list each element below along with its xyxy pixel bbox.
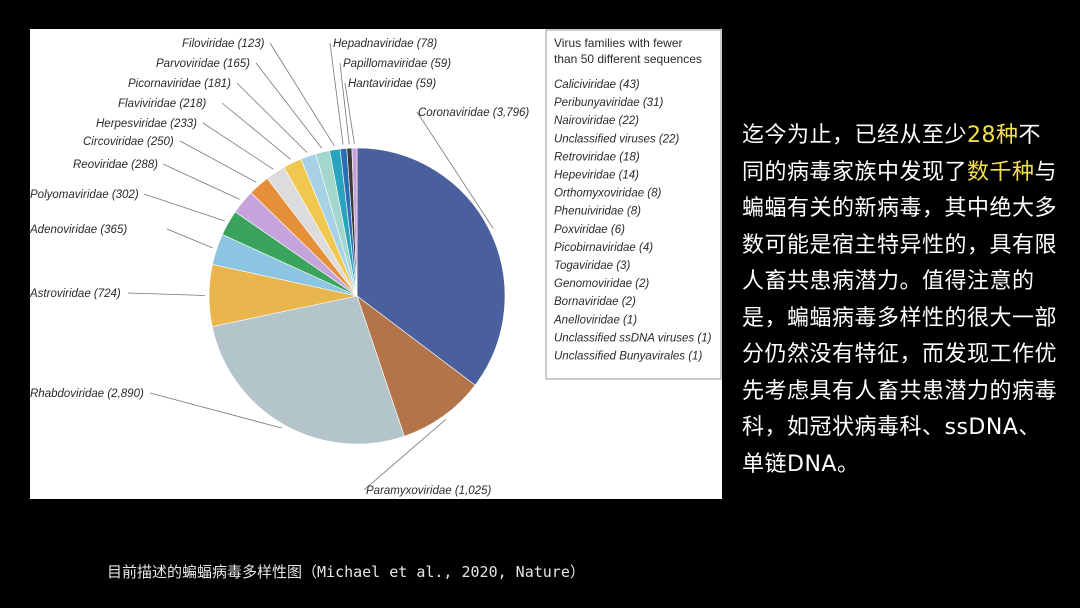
leader-line-paramyxoviridae xyxy=(363,418,447,491)
slice-label-paramyxoviridae: Paramyxoviridae (1,025) xyxy=(366,485,491,497)
figure-caption: 目前描述的蝙蝠病毒多样性图（Michael et al., 2020, Natu… xyxy=(107,563,585,581)
slice-label-rhabdoviridae: Rhabdoviridae (2,890) xyxy=(30,388,144,400)
slice-label-reoviridae: Reoviridae (288) xyxy=(73,159,158,171)
leader-line-picornaviridae xyxy=(236,82,308,153)
side-text-part-3: 与蝙蝠有关的新病毒，其中绝大多数可能是宿主特异性的，具有限人畜共患病潜力。值得注… xyxy=(742,159,1058,477)
slice-label-hepadnaviridae: Hepadnaviridae (78) xyxy=(333,38,437,50)
leader-line-filoviridae xyxy=(269,42,335,146)
legend-item: Unclassified ssDNA viruses (1) xyxy=(554,332,712,344)
slice-label-coronaviridae: Coronaviridae (3,796) xyxy=(418,107,529,119)
leader-line-herpesviridae xyxy=(202,122,274,170)
leader-line-hepadnaviridae xyxy=(329,42,344,145)
side-text-part-1: 迄今为止，已经从至少 xyxy=(742,123,968,148)
legend-item: Picobirnaviridae (4) xyxy=(554,242,653,254)
legend-box: Virus families with fewer than 50 differ… xyxy=(545,29,722,380)
leader-line-reoviridae xyxy=(162,163,240,200)
slice-label-picornaviridae: Picornaviridae (181) xyxy=(128,78,231,90)
slice-label-circoviridae: Circoviridae (250) xyxy=(83,136,174,148)
legend-item: Hepeviridae (14) xyxy=(554,170,639,182)
slice-label-polyomaviridae: Polyomaviridae (302) xyxy=(30,189,139,201)
pie-slice-rhabdoviridae xyxy=(211,295,405,445)
slice-label-flaviviridae: Flaviviridae (218) xyxy=(118,98,206,110)
legend-item: Phenuiviridae (8) xyxy=(554,206,641,218)
leader-line-flaviviridae xyxy=(221,102,291,160)
side-text-highlight-28: 28种 xyxy=(967,123,1019,148)
legend-item: Togaviridae (3) xyxy=(554,260,630,272)
legend-item: Unclassified viruses (22) xyxy=(554,133,679,145)
side-text-part-2: 不同的病毒家族中发现了 xyxy=(742,123,1042,185)
pie-slice-coronaviridae xyxy=(356,147,506,386)
slice-label-hantaviridae: Hantaviridae (59) xyxy=(348,78,436,90)
pie-slice-paramyxoviridae xyxy=(356,295,476,437)
leader-line-adenoviridae xyxy=(166,228,213,249)
slice-label-astroviridae: Astroviridae (724) xyxy=(30,288,121,300)
legend-title-line-1: Virus families with fewer xyxy=(554,36,682,50)
legend-item: Poxviridae (6) xyxy=(554,224,625,236)
side-text-highlight-thousands: 数千种 xyxy=(967,159,1035,185)
slice-label-filoviridae: Filoviridae (123) xyxy=(182,38,265,50)
pie-chart-figure: Coronaviridae (3,796) Paramyxoviridae (1,… xyxy=(30,29,722,499)
legend-item: Retroviridae (18) xyxy=(554,151,640,163)
leader-line-papillomaviridae xyxy=(339,62,350,145)
legend-item: Unclassified Bunyavirales (1) xyxy=(554,351,702,363)
legend-item: Caliciviridae (43) xyxy=(554,79,640,91)
pie-chart: Coronaviridae (3,796) Paramyxoviridae (1,… xyxy=(30,29,722,497)
legend-item: Nairoviridae (22) xyxy=(554,115,639,127)
slice-label-parvoviridae: Parvoviridae (165) xyxy=(156,58,250,70)
legend-item: Genomoviridae (2) xyxy=(554,278,649,290)
legend-item: Bornaviridae (2) xyxy=(554,296,636,308)
leader-line-rhabdoviridae xyxy=(149,392,282,429)
leader-line-circoviridae xyxy=(179,140,257,183)
legend-item: Peribunyaviridae (31) xyxy=(554,97,663,109)
slice-label-adenoviridae: Adenoviridae (365) xyxy=(30,224,127,236)
legend-item: Anelloviridae (1) xyxy=(553,314,637,326)
leader-line-hantaviridae xyxy=(344,82,355,145)
leader-line-polyomaviridae xyxy=(143,193,225,222)
leader-line-astroviridae xyxy=(127,292,206,296)
legend-title-line-2: than 50 different sequences xyxy=(554,52,702,66)
pie-slice-hantaviridae xyxy=(351,147,358,297)
slice-label-papillomaviridae: Papillomaviridae (59) xyxy=(343,58,451,70)
legend-item: Orthomyxoviridae (8) xyxy=(554,188,662,200)
leader-line-parvoviridae xyxy=(255,62,322,149)
slice-label-herpesviridae: Herpesviridae (233) xyxy=(96,118,197,130)
side-description: 迄今为止，已经从至少28种不同的病毒家族中发现了数千种与蝙蝠有关的新病毒，其中绝… xyxy=(742,118,1062,483)
leader-line-coronaviridae xyxy=(416,111,494,229)
